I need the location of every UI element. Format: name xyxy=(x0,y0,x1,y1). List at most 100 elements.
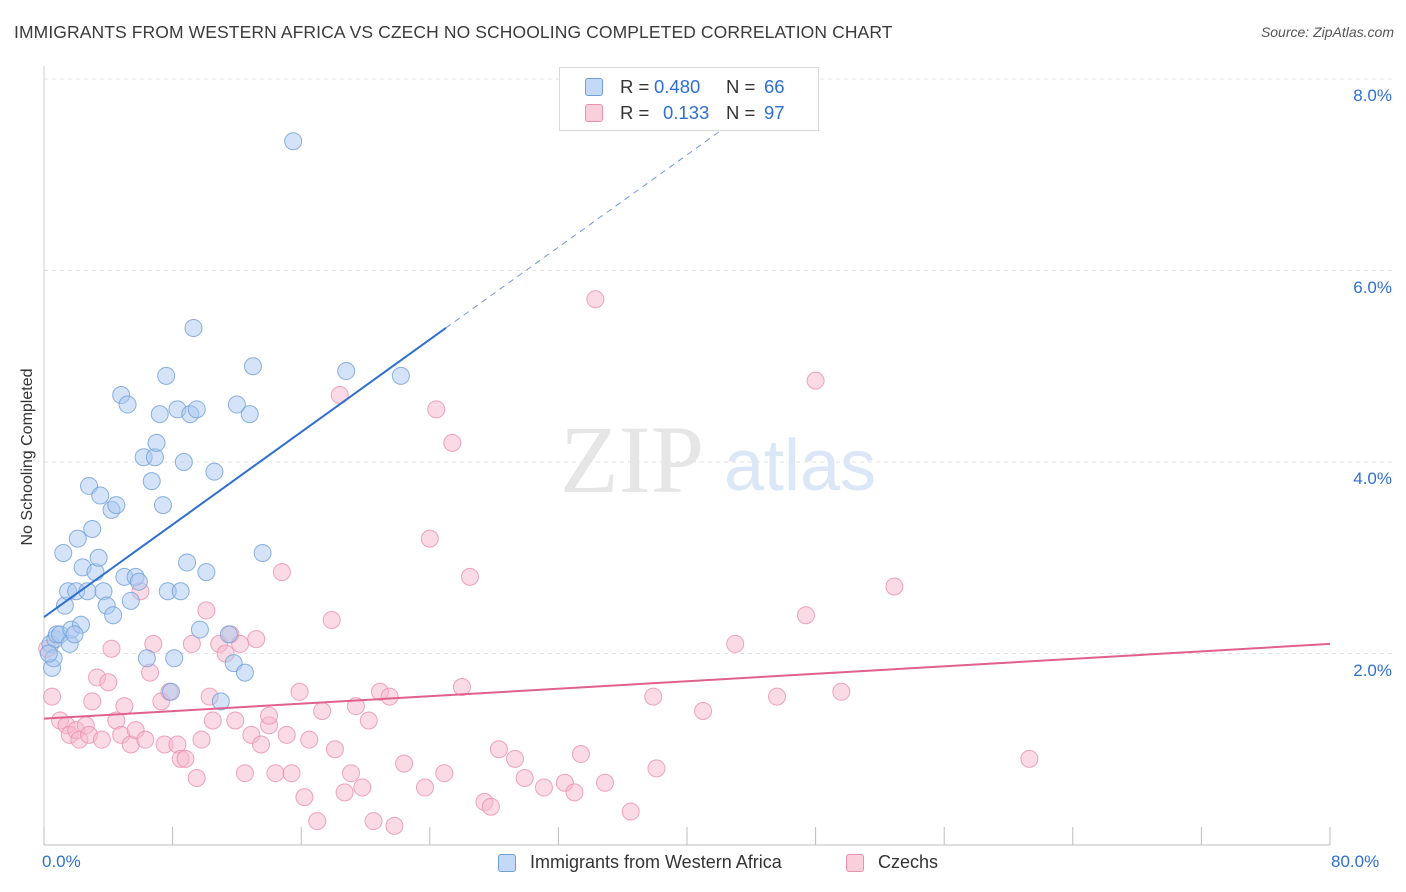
czech-point xyxy=(420,529,439,548)
czech-trend-line xyxy=(43,642,1331,720)
czech-point xyxy=(768,687,787,706)
czech-point xyxy=(342,764,361,783)
czech-point xyxy=(395,754,414,773)
czech-point xyxy=(596,773,615,792)
czech-point xyxy=(460,567,479,586)
western-africa-point xyxy=(142,472,161,491)
western-africa-point xyxy=(171,582,190,601)
czech-point xyxy=(335,783,354,802)
czech-point xyxy=(489,740,508,759)
y-tick-2: 2.0% xyxy=(1353,661,1392,680)
n-value: 66 xyxy=(764,76,785,97)
western-africa-point xyxy=(184,318,203,337)
correlation-legend: R = 0.480 N = 66 R = 0.133 N = 97 xyxy=(559,67,819,131)
y-tick-8: 8.0% xyxy=(1353,86,1392,105)
czech-point xyxy=(534,778,553,797)
western-africa-point xyxy=(118,395,137,414)
czech-point xyxy=(272,563,291,582)
western-africa-point xyxy=(197,563,216,582)
czech-point xyxy=(443,433,462,452)
legend-row-czechs: R = 0.133 N = 97 xyxy=(585,101,785,125)
czech-point xyxy=(235,764,254,783)
western-africa-point xyxy=(219,625,238,644)
czech-point xyxy=(176,749,195,768)
western-africa-point xyxy=(65,625,84,644)
czech-point xyxy=(380,687,399,706)
czech-point xyxy=(308,812,327,831)
czech-point xyxy=(385,816,404,835)
watermark: ZIP atlas xyxy=(560,406,876,513)
czech-point xyxy=(586,290,605,309)
czech-point xyxy=(515,768,534,787)
y-tick-6: 6.0% xyxy=(1353,278,1392,297)
czech-point xyxy=(353,778,372,797)
czech-point xyxy=(260,706,279,725)
western-africa-point xyxy=(83,520,102,539)
western-africa-trend-extension xyxy=(445,102,760,329)
western-africa-point xyxy=(91,486,110,505)
r-key: R = xyxy=(620,102,650,123)
czech-point xyxy=(364,812,383,831)
r-value: 0.133 xyxy=(663,102,710,123)
czech-point xyxy=(647,759,666,778)
western-africa-point xyxy=(89,548,108,567)
western-africa-point xyxy=(107,496,126,515)
czech-point xyxy=(621,802,640,821)
western-africa-point xyxy=(284,132,303,151)
r-key: R = xyxy=(620,76,650,97)
x-tick-left: 0.0% xyxy=(42,852,81,871)
czech-point xyxy=(565,783,584,802)
legend-row-western-africa: R = 0.480 N = 66 xyxy=(585,75,785,99)
czech-point xyxy=(203,711,222,730)
legend-item-czechs[interactable]: Czechs xyxy=(846,852,938,873)
western-africa-point xyxy=(121,591,140,610)
czech-point xyxy=(226,711,245,730)
series-legend: Immigrants from Western Africa Czechs xyxy=(0,852,1406,878)
czech-point xyxy=(197,601,216,620)
western-africa-point xyxy=(165,649,184,668)
trend-lines xyxy=(43,102,1331,720)
source-label: Source: ZipAtlas.com xyxy=(1260,24,1394,40)
czech-point xyxy=(885,577,904,596)
czech-point xyxy=(290,682,309,701)
czech-point xyxy=(102,639,121,658)
legend-swatch-pink xyxy=(846,853,864,872)
western-africa-point xyxy=(157,366,176,385)
western-africa-point xyxy=(253,543,272,562)
czech-point xyxy=(187,768,206,787)
czech-point xyxy=(694,701,713,720)
czech-point xyxy=(1020,749,1039,768)
czech-point xyxy=(192,730,211,749)
n-key: N = xyxy=(726,102,756,123)
czech-point xyxy=(322,610,341,629)
legend-item-western-africa[interactable]: Immigrants from Western Africa xyxy=(498,852,782,873)
czech-point xyxy=(266,764,285,783)
western-africa-point xyxy=(153,496,172,515)
watermark-atlas: atlas xyxy=(724,426,876,506)
western-africa-point xyxy=(147,433,166,452)
legend-label: Czechs xyxy=(878,852,939,872)
legend-label: Immigrants from Western Africa xyxy=(530,852,782,872)
western-africa-point xyxy=(190,620,209,639)
western-africa-point xyxy=(54,543,73,562)
czech-point xyxy=(726,634,745,653)
western-africa-point xyxy=(68,529,87,548)
czech-point xyxy=(182,634,201,653)
czech-point xyxy=(359,711,378,730)
czech-point xyxy=(136,730,155,749)
czech-point xyxy=(571,745,590,764)
czech-point xyxy=(435,764,454,783)
czech-point xyxy=(452,678,471,697)
legend-swatch-blue xyxy=(585,78,603,96)
legend-swatch-pink xyxy=(585,104,603,122)
czech-point xyxy=(252,735,271,754)
western-africa-point xyxy=(211,692,230,711)
western-africa-point xyxy=(150,405,169,424)
czech-point xyxy=(832,682,851,701)
czech-point xyxy=(300,730,319,749)
western-africa-point xyxy=(104,606,123,625)
western-africa-point xyxy=(137,649,156,668)
y-tick-4: 4.0% xyxy=(1353,469,1392,488)
western-africa-trend-line xyxy=(43,327,447,618)
